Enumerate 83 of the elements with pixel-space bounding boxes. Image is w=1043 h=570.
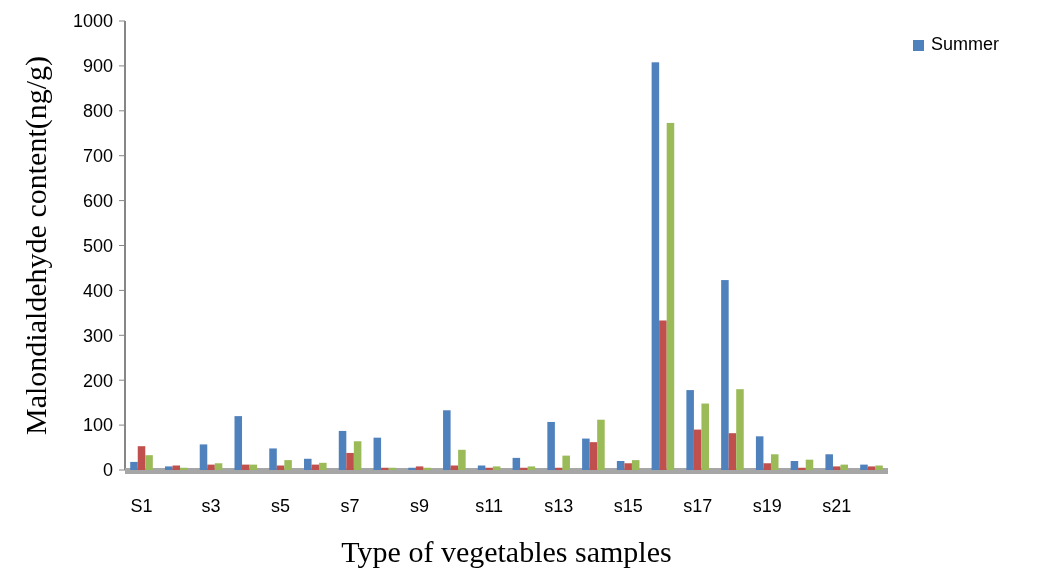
bar [415, 466, 424, 470]
bar [527, 466, 536, 470]
bar [520, 467, 528, 470]
bar [867, 466, 876, 470]
bar [659, 320, 667, 470]
bar [624, 463, 632, 470]
bar [373, 437, 382, 470]
x-tick-label: s13 [544, 496, 574, 516]
bar [721, 280, 729, 470]
bar [207, 464, 215, 470]
bar [485, 467, 493, 470]
x-tick-label: s21 [822, 496, 852, 516]
y-tick-label: 400 [82, 280, 113, 301]
bar [319, 462, 327, 470]
bar [130, 461, 138, 470]
x-tick-label: s7 [340, 496, 360, 516]
bar [381, 467, 389, 470]
y-tick-label: 0 [102, 460, 113, 481]
bar [547, 421, 555, 470]
bar [693, 429, 702, 470]
y-tick-label: 100 [82, 415, 113, 436]
bar [408, 467, 416, 470]
bar [582, 438, 590, 470]
bar [512, 457, 521, 470]
y-tick-label: 900 [82, 56, 113, 77]
bar [736, 389, 744, 470]
bar [763, 463, 771, 470]
bar [832, 466, 841, 470]
bar [423, 467, 431, 470]
x-tick-label: s19 [752, 496, 782, 516]
bar [790, 461, 799, 470]
bar [180, 467, 188, 470]
bar [269, 448, 277, 470]
y-axis-title: Malondialdehyde content(ng/g) [19, 55, 53, 436]
bar [443, 410, 451, 470]
x-tick-label: S1 [130, 496, 153, 516]
bar [651, 62, 660, 470]
bar [214, 463, 223, 470]
bar [770, 454, 779, 470]
y-tick-label: 500 [82, 235, 113, 256]
bar [631, 460, 640, 470]
bar [284, 460, 292, 470]
y-tick-label: 300 [82, 325, 113, 346]
bar [234, 416, 243, 470]
y-tick-label: 1000 [72, 11, 113, 32]
x-tick-label: s9 [410, 496, 430, 516]
x-tick-label: s3 [201, 496, 221, 516]
bar [145, 455, 153, 470]
bar [589, 442, 598, 470]
bar [458, 449, 466, 470]
y-tick-label: 700 [82, 146, 113, 166]
bar [164, 466, 173, 470]
x-tick-label: s17 [683, 496, 713, 516]
x-tick-label: s5 [271, 496, 291, 516]
bar [597, 419, 605, 470]
y-tick-label: 800 [82, 101, 113, 122]
bar [562, 455, 570, 470]
bar [875, 465, 883, 470]
bar [701, 403, 709, 470]
bar [616, 461, 625, 470]
bar [137, 446, 146, 470]
bar [728, 433, 737, 470]
bar [242, 464, 250, 470]
bar [346, 452, 354, 470]
x-axis-title: Type of vegetables samples [341, 535, 672, 568]
legend-label: Summer [931, 34, 1000, 54]
bar [860, 464, 868, 470]
bar [666, 122, 675, 470]
bar [492, 466, 501, 470]
y-tick-label: 200 [82, 370, 113, 391]
x-tick-label: s15 [613, 496, 643, 516]
bar [686, 390, 694, 470]
y-tick-label: 600 [82, 190, 113, 211]
bar [304, 458, 312, 470]
bar [805, 459, 814, 470]
x-tick-label: s11 [475, 496, 503, 516]
bar [798, 467, 806, 470]
bar [199, 444, 208, 470]
bar [353, 441, 362, 470]
bar [825, 454, 833, 470]
bar [755, 436, 764, 470]
bar [338, 430, 347, 470]
bar [840, 464, 849, 470]
